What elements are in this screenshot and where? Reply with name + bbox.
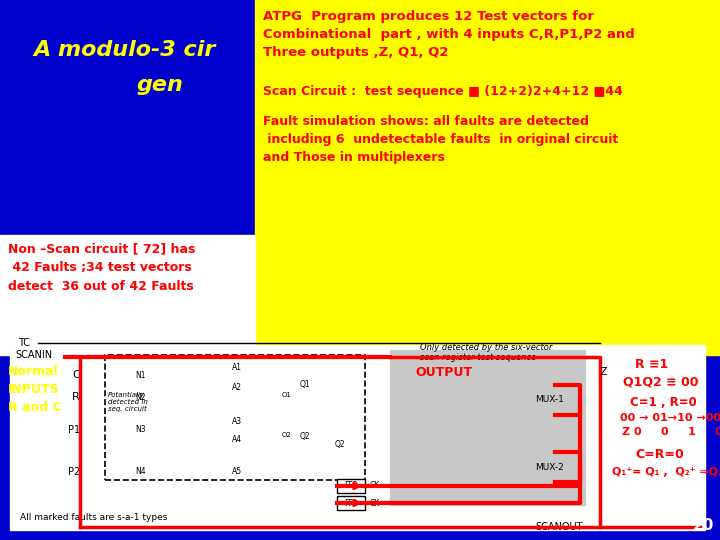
- Text: Q1: Q1: [300, 381, 310, 389]
- Text: Potantially
detected in
seq. circuit: Potantially detected in seq. circuit: [108, 392, 148, 412]
- Text: R: R: [72, 392, 80, 402]
- Text: CK: CK: [370, 498, 380, 508]
- Text: C=R=0: C=R=0: [635, 449, 684, 462]
- Text: A1: A1: [232, 363, 242, 373]
- Text: 00 → 01→10 →00: 00 → 01→10 →00: [620, 413, 720, 423]
- Text: FF1: FF1: [344, 498, 358, 508]
- Text: A3: A3: [232, 417, 242, 427]
- Bar: [0, 235, 255, 355]
- Text: ATPG  Program produces 12 Test vectors for
Combinational  part , with 4 inputs C: ATPG Program produces 12 Test vectors fo…: [263, 10, 635, 59]
- Text: Z 0     0     1     0: Z 0 0 1 0: [622, 427, 720, 437]
- Bar: [105, 355, 365, 480]
- Text: MUX-2: MUX-2: [535, 463, 564, 472]
- Text: SCANOUT: SCANOUT: [535, 522, 582, 532]
- Text: R ≡1: R ≡1: [635, 359, 668, 372]
- Text: Z: Z: [600, 367, 608, 377]
- Text: P2: P2: [68, 467, 80, 477]
- Text: 20: 20: [693, 517, 714, 532]
- Bar: [255, 0, 720, 355]
- Text: Non –Scan circuit [ 72] has
 42 Faults ;34 test vectors
detect  36 out of 42 Fau: Non –Scan circuit [ 72] has 42 Faults ;3…: [8, 242, 195, 293]
- Text: Q2: Q2: [300, 433, 310, 442]
- Text: Q2: Q2: [335, 440, 346, 449]
- Text: Scan Circuit :  test sequence ■ (12+2)2+4+12 ■44: Scan Circuit : test sequence ■ (12+2)2+4…: [263, 85, 623, 98]
- Bar: [390, 350, 585, 505]
- Text: P1: P1: [68, 425, 80, 435]
- Text: FF2: FF2: [344, 482, 358, 490]
- Bar: [337, 479, 365, 493]
- Text: TC: TC: [18, 338, 30, 348]
- Text: N4: N4: [135, 468, 145, 476]
- Text: gen: gen: [137, 75, 184, 95]
- Text: N1: N1: [135, 370, 145, 380]
- Text: Fault simulation shows: all faults are detected
 including 6  undetectable fault: Fault simulation shows: all faults are d…: [263, 115, 618, 164]
- Text: O2: O2: [282, 432, 292, 438]
- Text: A4: A4: [232, 435, 242, 444]
- Text: O1: O1: [282, 392, 292, 398]
- Bar: [10, 345, 705, 530]
- Bar: [337, 496, 365, 510]
- Text: Q₁⁺= Q₁ ,  Q₂⁺ ⇒Q₂: Q₁⁺= Q₁ , Q₂⁺ ⇒Q₂: [612, 467, 720, 477]
- Text: Only detected by the six-vector
scan register test sequence: Only detected by the six-vector scan reg…: [420, 343, 552, 362]
- Text: N3: N3: [135, 426, 145, 435]
- Text: Q1Q2 ≡ 00: Q1Q2 ≡ 00: [623, 375, 698, 388]
- Text: OUTPUT: OUTPUT: [415, 366, 472, 379]
- Text: A modulo-3 cir: A modulo-3 cir: [34, 40, 216, 60]
- Text: A5: A5: [232, 468, 242, 476]
- Text: A2: A2: [232, 383, 242, 393]
- Text: C: C: [72, 370, 80, 380]
- Text: SCANIN: SCANIN: [15, 350, 52, 360]
- Text: C=1 , R=0: C=1 , R=0: [630, 395, 697, 408]
- Text: MUX-1: MUX-1: [535, 395, 564, 404]
- Text: N2: N2: [135, 393, 145, 402]
- Text: CK: CK: [370, 482, 380, 490]
- Text: All marked faults are s-a-1 types: All marked faults are s-a-1 types: [20, 512, 167, 522]
- Text: Normal
INPUTS
R and C: Normal INPUTS R and C: [8, 365, 62, 414]
